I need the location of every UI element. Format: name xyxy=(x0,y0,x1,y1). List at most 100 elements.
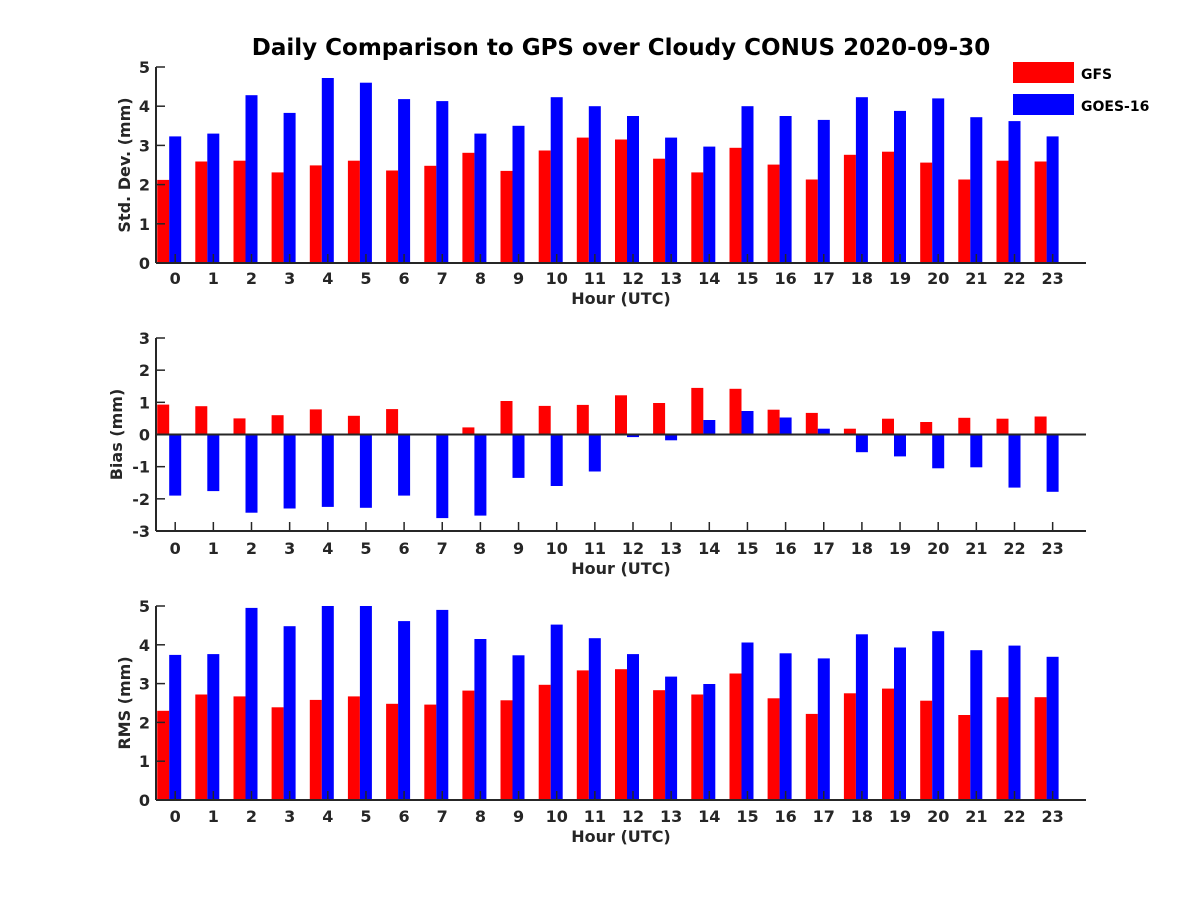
y-tick-label: 2 xyxy=(139,176,150,195)
bar-goes16-hour-4 xyxy=(321,78,334,263)
y-axis-label: Std. Dev. (mm) xyxy=(115,97,134,232)
x-tick-label: 11 xyxy=(584,269,606,288)
y-tick-label: -2 xyxy=(132,490,150,509)
bar-goes16-hour-14 xyxy=(703,684,716,800)
bar-gfs-hour-11 xyxy=(576,404,589,435)
bar-goes16-hour-6 xyxy=(398,434,411,496)
bar-goes16-hour-0 xyxy=(169,136,182,263)
bar-gfs-hour-8 xyxy=(462,690,475,800)
x-tick-label: 3 xyxy=(284,539,295,558)
x-tick-label: 12 xyxy=(622,539,644,558)
bar-gfs-hour-6 xyxy=(386,409,399,435)
bar-gfs-hour-23 xyxy=(1034,161,1047,263)
bar-gfs-hour-10 xyxy=(538,405,551,435)
bar-gfs-hour-7 xyxy=(424,704,437,800)
x-tick-label: 9 xyxy=(513,539,524,558)
bar-gfs-hour-22 xyxy=(996,160,1009,263)
x-tick-label: 1 xyxy=(208,807,219,826)
x-tick-label: 4 xyxy=(322,539,333,558)
x-tick-label: 6 xyxy=(399,807,410,826)
x-tick-label: 16 xyxy=(774,807,796,826)
x-tick-label: 3 xyxy=(284,807,295,826)
x-axis-label: Hour (UTC) xyxy=(571,559,671,578)
x-axis-label: Hour (UTC) xyxy=(571,289,671,308)
bar-goes16-hour-12 xyxy=(627,654,639,800)
y-tick-label: 0 xyxy=(139,254,150,273)
bar-goes16-hour-11 xyxy=(588,434,601,472)
bar-gfs-hour-8 xyxy=(462,152,475,263)
bar-gfs-hour-14 xyxy=(691,694,704,800)
bar-gfs-hour-2 xyxy=(233,696,246,800)
legend-label-goes16: GOES-16 xyxy=(1081,99,1149,115)
x-tick-label: 18 xyxy=(851,539,873,558)
bar-gfs-hour-11 xyxy=(576,137,589,263)
bar-gfs-hour-19 xyxy=(882,688,894,800)
y-tick-label: 0 xyxy=(139,791,150,810)
x-tick-label: 14 xyxy=(698,539,720,558)
bar-gfs-hour-17 xyxy=(805,713,818,800)
bar-goes16-hour-11 xyxy=(588,638,601,800)
bar-gfs-hour-20 xyxy=(920,162,933,263)
x-tick-label: 11 xyxy=(584,807,606,826)
y-tick-label: 1 xyxy=(139,215,150,234)
bar-goes16-hour-16 xyxy=(779,417,792,435)
bar-gfs-hour-21 xyxy=(958,179,971,263)
bar-gfs-hour-10 xyxy=(538,150,551,263)
bar-goes16-hour-13 xyxy=(665,137,678,263)
bar-gfs-hour-18 xyxy=(843,428,856,435)
x-tick-label: 22 xyxy=(1003,807,1025,826)
bar-goes16-hour-16 xyxy=(779,116,792,263)
bar-gfs-hour-10 xyxy=(538,684,551,800)
x-tick-label: 5 xyxy=(360,807,371,826)
bar-goes16-hour-8 xyxy=(474,639,487,800)
bar-gfs-hour-16 xyxy=(767,409,780,435)
x-tick-label: 17 xyxy=(813,269,835,288)
x-tick-label: 15 xyxy=(736,807,758,826)
bar-gfs-hour-20 xyxy=(920,700,933,800)
x-tick-label: 7 xyxy=(437,269,448,288)
x-tick-label: 10 xyxy=(546,269,568,288)
bar-goes16-hour-1 xyxy=(207,434,220,492)
legend-swatch-goes16 xyxy=(1013,94,1074,115)
bar-goes16-hour-14 xyxy=(703,146,716,263)
y-axis-label: Bias (mm) xyxy=(107,389,126,481)
y-tick-label: 2 xyxy=(139,361,150,380)
bar-gfs-hour-21 xyxy=(958,417,971,435)
y-tick-label: 3 xyxy=(139,329,150,348)
y-tick-label: 5 xyxy=(139,58,150,77)
x-tick-label: 20 xyxy=(927,269,949,288)
x-tick-label: 2 xyxy=(246,539,257,558)
bar-goes16-hour-1 xyxy=(207,133,220,263)
bar-gfs-hour-3 xyxy=(271,415,284,435)
bar-goes16-hour-20 xyxy=(932,631,945,800)
bar-goes16-hour-19 xyxy=(894,110,906,264)
bar-goes16-hour-1 xyxy=(207,654,220,800)
x-tick-label: 0 xyxy=(170,269,181,288)
x-tick-label: 11 xyxy=(584,539,606,558)
bar-gfs-hour-19 xyxy=(882,151,894,263)
bar-gfs-hour-14 xyxy=(691,387,704,435)
x-tick-label: 7 xyxy=(437,539,448,558)
bar-goes16-hour-9 xyxy=(512,434,525,478)
bar-gfs-hour-9 xyxy=(500,700,513,800)
y-tick-label: -1 xyxy=(132,458,150,477)
x-tick-label: 5 xyxy=(360,269,371,288)
bar-gfs-hour-7 xyxy=(424,165,437,263)
bar-gfs-hour-22 xyxy=(996,697,1009,800)
y-tick-label: 2 xyxy=(139,713,150,732)
bar-goes16-hour-16 xyxy=(779,653,792,800)
bar-goes16-hour-14 xyxy=(703,420,716,435)
bar-gfs-hour-12 xyxy=(615,395,627,435)
bar-goes16-hour-5 xyxy=(359,606,372,800)
x-tick-label: 6 xyxy=(399,269,410,288)
y-tick-label: 1 xyxy=(139,752,150,771)
bar-goes16-hour-10 xyxy=(550,624,563,800)
bar-gfs-hour-1 xyxy=(195,161,208,263)
bar-gfs-hour-13 xyxy=(653,403,666,435)
bar-goes16-hour-12 xyxy=(627,434,639,438)
bar-gfs-hour-1 xyxy=(195,694,208,800)
x-tick-label: 19 xyxy=(889,269,911,288)
x-tick-label: 3 xyxy=(284,269,295,288)
x-tick-label: 8 xyxy=(475,269,486,288)
